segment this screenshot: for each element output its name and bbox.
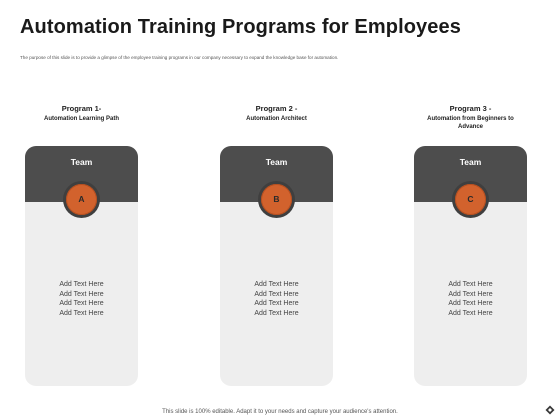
placeholder-text: Add Text Here	[448, 290, 493, 298]
placeholder-text-list: Add Text Here Add Text Here Add Text Her…	[414, 280, 527, 318]
program-column-1: Program 1- Automation Learning Path Team…	[25, 104, 138, 386]
program-card: Team B Add Text Here Add Text Here Add T…	[220, 146, 333, 386]
badge-circle: C	[452, 181, 489, 218]
program-subtitle: Automation Architect	[246, 116, 307, 122]
slide-footer: This slide is 100% editable. Adapt it to…	[162, 409, 398, 415]
program-name: Program 2 -	[255, 104, 298, 113]
program-heading: Program 1- Automation Learning Path	[25, 104, 138, 146]
placeholder-text-list: Add Text Here Add Text Here Add Text Her…	[220, 280, 333, 318]
placeholder-text: Add Text Here	[448, 281, 493, 288]
slide-title: Automation Training Programs for Employe…	[20, 16, 461, 38]
program-heading: Program 3 - Automation from Beginners to…	[414, 104, 527, 146]
placeholder-text: Add Text Here	[254, 300, 299, 307]
badge-circle: A	[63, 181, 100, 218]
diamond-logo-icon	[545, 405, 555, 415]
card-label: Team	[265, 157, 288, 167]
placeholder-text: Add Text Here	[254, 281, 299, 288]
placeholder-text: Add Text Here	[448, 300, 493, 307]
placeholder-text: Add Text Here	[59, 309, 104, 317]
program-card: Team C Add Text Here Add Text Here Add T…	[414, 146, 527, 386]
placeholder-text: Add Text Here	[254, 290, 299, 298]
program-subtitle: Automation Learning Path	[44, 116, 119, 122]
program-name: Program 3 -	[449, 104, 492, 113]
placeholder-text: Add Text Here	[59, 300, 104, 307]
placeholder-text: Add Text Here	[59, 290, 104, 298]
badge-circle: B	[258, 181, 295, 218]
program-heading: Program 2 - Automation Architect	[220, 104, 333, 146]
placeholder-text-list: Add Text Here Add Text Here Add Text Her…	[25, 280, 138, 318]
card-label: Team	[70, 157, 93, 167]
placeholder-text: Add Text Here	[59, 281, 104, 288]
placeholder-text: Add Text Here	[448, 309, 493, 317]
program-column-3: Program 3 - Automation from Beginners to…	[414, 104, 527, 386]
placeholder-text: Add Text Here	[254, 309, 299, 317]
card-body	[414, 202, 527, 386]
program-subtitle: Automation from Beginners to Advance	[427, 116, 514, 130]
slide-subtitle: The purpose of this slide is to provide …	[20, 55, 339, 60]
program-column-2: Program 2 - Automation Architect Team B …	[220, 104, 333, 386]
program-name: Program 1-	[61, 104, 102, 113]
program-card: Team A Add Text Here Add Text Here Add T…	[25, 146, 138, 386]
card-body	[220, 202, 333, 386]
badge-letter: B	[261, 184, 292, 215]
badge-letter: A	[66, 184, 97, 215]
card-label: Team	[459, 157, 482, 167]
badge-letter: C	[455, 184, 486, 215]
card-body	[25, 202, 138, 386]
